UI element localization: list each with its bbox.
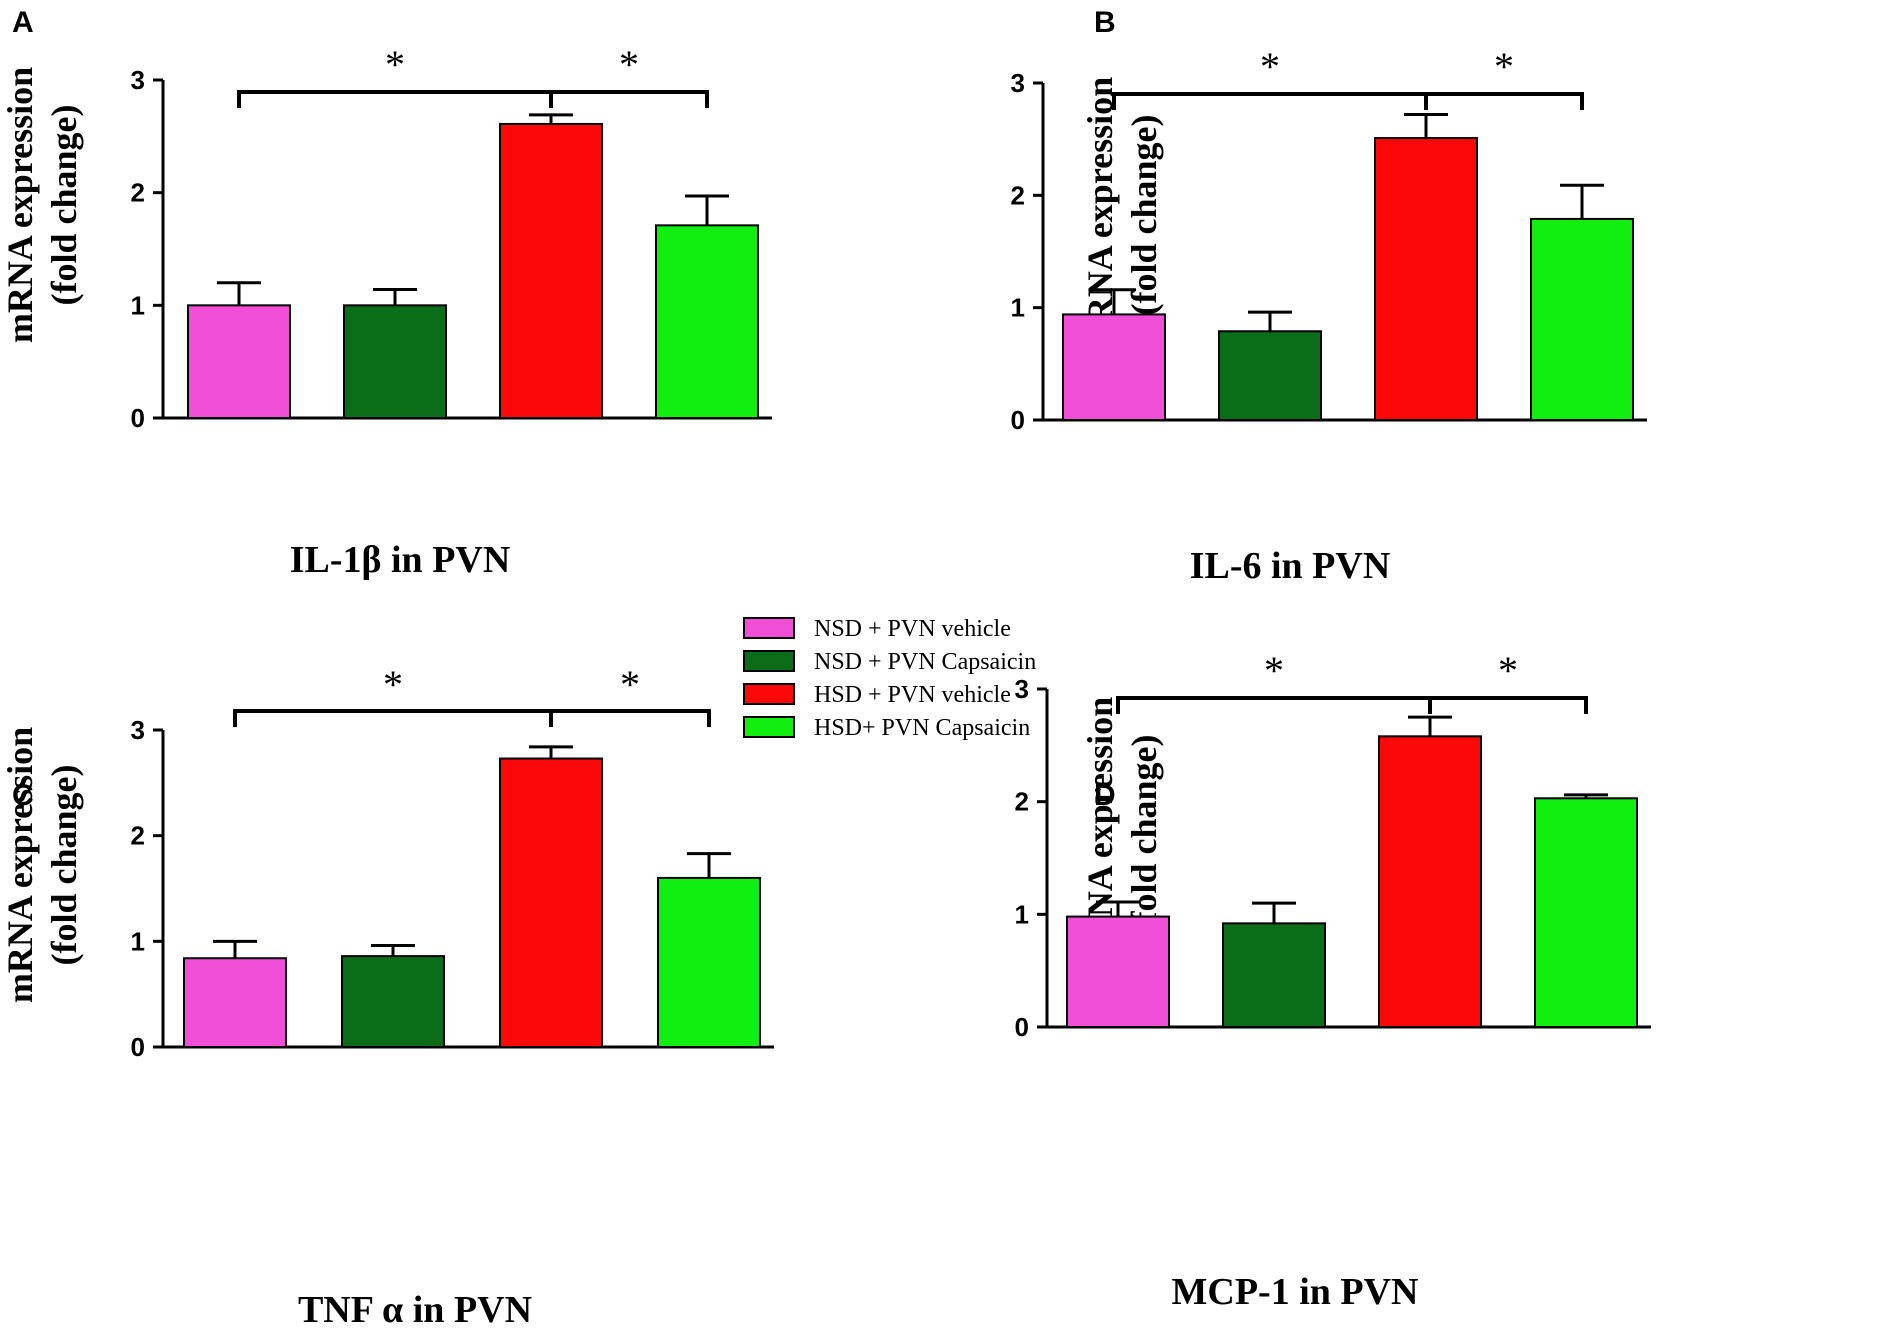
y-tick-label: 3 xyxy=(131,715,145,745)
x-axis-label: IL-6 in PVN xyxy=(1190,545,1391,587)
y-tick-label: 1 xyxy=(1011,293,1025,323)
bar xyxy=(183,957,287,1048)
significance-bracket xyxy=(1116,696,1432,714)
bar xyxy=(1218,330,1322,421)
significance-bracket xyxy=(549,90,709,108)
y-tick-label: 3 xyxy=(1015,674,1029,704)
significance-bracket xyxy=(549,709,711,727)
bar xyxy=(1222,922,1326,1029)
legend-swatch xyxy=(743,617,795,639)
legend-item: NSD + PVN Capsaicin xyxy=(743,649,1036,675)
legend-label: HSD+ PVN Capsaicin xyxy=(814,715,1030,741)
y-tick-label: 3 xyxy=(1011,68,1025,98)
error-bar xyxy=(371,944,415,957)
significance-star: * xyxy=(620,662,640,707)
panel-letter: C xyxy=(12,779,34,812)
legend-item: HSD + PVN vehicle xyxy=(743,682,1011,708)
significance-bracket xyxy=(1112,92,1428,110)
panel-letter: B xyxy=(1094,6,1116,39)
bar xyxy=(499,757,603,1049)
significance-star: * xyxy=(1494,44,1514,89)
y-axis-label: mRNA expression (fold change) xyxy=(0,67,84,343)
significance-star: * xyxy=(1260,44,1280,89)
x-axis-label: IL-1β in PVN xyxy=(290,539,511,581)
significance-bracket xyxy=(1424,92,1584,110)
y-tick-label: 0 xyxy=(1015,1012,1029,1042)
significance-bracket xyxy=(233,709,553,727)
error-bar xyxy=(1404,112,1448,139)
error-bar xyxy=(1248,310,1292,332)
error-bar xyxy=(1560,183,1604,219)
legend-swatch xyxy=(743,650,795,672)
y-tick-label: 1 xyxy=(131,290,145,320)
legend-item: HSD+ PVN Capsaicin xyxy=(743,715,1030,741)
bar xyxy=(1530,217,1634,421)
bar xyxy=(499,122,603,419)
error-bar xyxy=(529,745,573,759)
bar xyxy=(1062,313,1166,422)
legend-label: NSD + PVN Capsaicin xyxy=(814,649,1036,675)
legend: NSD + PVN vehicle NSD + PVN Capsaicin HSD … xyxy=(743,616,1036,741)
y-tick-label: 2 xyxy=(131,178,145,208)
bar xyxy=(1534,797,1638,1029)
error-bar xyxy=(685,194,729,226)
y-tick-label: 2 xyxy=(131,821,145,851)
y-tick-label: 3 xyxy=(131,65,145,95)
y-tick-label: 2 xyxy=(1015,787,1029,817)
y-tick-label: 0 xyxy=(131,403,145,433)
chart-panel-a: A 0 1 2 3 mRNA expression (fold change) IL-1β i… xyxy=(0,6,772,581)
significance-star: * xyxy=(1264,648,1284,693)
significance-star: * xyxy=(383,662,403,707)
error-bar xyxy=(217,281,261,306)
bar xyxy=(1066,915,1170,1028)
legend-swatch xyxy=(743,683,795,705)
legend-label: NSD + PVN vehicle xyxy=(814,616,1011,642)
chart-panel-c: C 0 1 2 3 mRNA expression (fold change) TNF α i… xyxy=(0,662,774,1331)
y-tick-label: 1 xyxy=(131,926,145,956)
bar xyxy=(655,224,759,419)
y-axis-label: mRNA expression (fold change) xyxy=(1080,77,1164,353)
error-bar xyxy=(213,939,257,959)
x-axis-label: TNF α in PVN xyxy=(298,1289,532,1331)
significance-star: * xyxy=(619,42,639,87)
bar xyxy=(1374,137,1478,421)
error-bar xyxy=(1092,288,1136,315)
bar xyxy=(341,955,445,1048)
y-tick-label: 1 xyxy=(1015,899,1029,929)
significance-star: * xyxy=(1498,648,1518,693)
significance-bracket xyxy=(237,90,553,108)
error-bar xyxy=(373,288,417,306)
panel-letter: D xyxy=(1094,779,1116,812)
y-tick-label: 2 xyxy=(1011,180,1025,210)
error-bar xyxy=(1564,793,1608,799)
error-bar xyxy=(529,113,573,124)
chart-panel-b: B 0 1 2 3 mRNA expression (fold change) IL-6 in… xyxy=(1011,6,1647,587)
legend-label: HSD + PVN vehicle xyxy=(814,682,1011,708)
y-tick-label: 0 xyxy=(1011,405,1025,435)
error-bar xyxy=(1252,901,1296,924)
bar xyxy=(187,304,291,420)
error-bar xyxy=(1096,900,1140,917)
bar xyxy=(343,304,447,420)
significance-star: * xyxy=(385,42,405,87)
bar xyxy=(657,876,761,1049)
y-axis-label: mRNA expression (fold change) xyxy=(0,727,84,1003)
bar xyxy=(1378,735,1482,1028)
error-bar xyxy=(1408,715,1452,737)
y-tick-label: 0 xyxy=(131,1032,145,1062)
legend-swatch xyxy=(743,716,795,738)
panel-letter: A xyxy=(12,6,34,39)
legend-item: NSD + PVN vehicle xyxy=(743,616,1011,642)
x-axis-label: MCP-1 in PVN xyxy=(1172,1271,1419,1313)
significance-bracket xyxy=(1428,696,1588,714)
error-bar xyxy=(687,852,731,878)
